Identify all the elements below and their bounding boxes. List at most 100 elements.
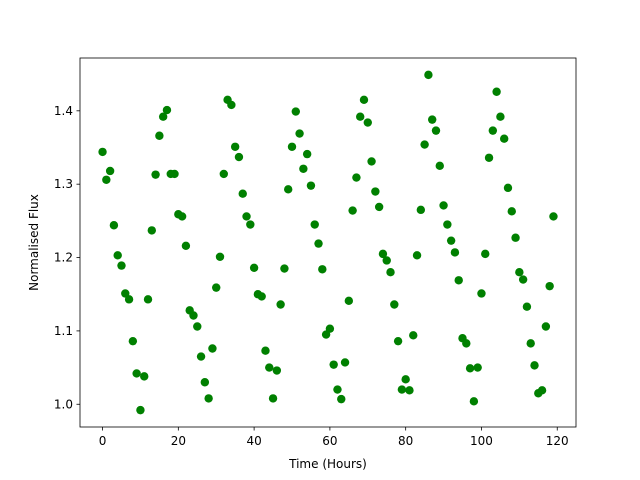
point — [424, 70, 433, 80]
point — [363, 118, 372, 127]
point — [212, 283, 221, 292]
point — [443, 220, 452, 229]
point — [397, 385, 407, 394]
point — [465, 364, 475, 373]
point — [261, 346, 270, 355]
y-axis-label: Normalised Flux — [27, 194, 41, 291]
x-tick-label: 60 — [322, 434, 337, 448]
point — [522, 302, 532, 311]
point — [295, 129, 304, 138]
point — [378, 249, 388, 259]
point — [257, 292, 266, 301]
point — [499, 134, 509, 143]
point — [117, 261, 126, 270]
point — [511, 233, 520, 242]
point — [356, 112, 365, 121]
point — [318, 265, 327, 274]
point — [242, 212, 251, 221]
point — [412, 251, 422, 260]
point — [446, 236, 456, 245]
point — [492, 87, 501, 96]
point — [136, 405, 145, 415]
point — [234, 152, 244, 162]
point — [151, 170, 160, 179]
y-tick-label: 1.2 — [54, 251, 73, 265]
point — [189, 311, 198, 320]
point — [280, 264, 289, 273]
point — [193, 322, 202, 331]
point — [147, 226, 157, 235]
x-axis-label: Time (Hours) — [288, 457, 367, 471]
point — [128, 336, 138, 346]
point — [124, 295, 134, 304]
point — [227, 100, 236, 110]
point — [374, 202, 384, 212]
point — [371, 187, 380, 196]
y-tick-label: 1.1 — [54, 324, 73, 338]
point — [515, 268, 524, 277]
point — [367, 157, 376, 166]
y-tick-label: 1.0 — [54, 397, 73, 411]
point — [359, 95, 369, 105]
point — [530, 361, 539, 370]
x-tick-label: 40 — [246, 434, 261, 448]
point — [488, 126, 498, 135]
point — [306, 181, 316, 190]
point — [382, 256, 391, 265]
x-tick-label: 120 — [546, 434, 569, 448]
point — [329, 360, 338, 369]
point — [208, 344, 217, 353]
point — [428, 115, 437, 124]
point — [401, 375, 410, 384]
point — [344, 296, 354, 306]
point — [302, 149, 312, 159]
point — [393, 336, 403, 346]
point — [526, 339, 535, 348]
point — [162, 105, 172, 115]
point — [481, 249, 490, 259]
point — [249, 263, 259, 273]
point — [541, 322, 551, 331]
point — [325, 324, 335, 333]
point — [98, 147, 107, 157]
point — [386, 268, 395, 277]
point — [265, 363, 274, 372]
point — [314, 239, 323, 248]
point — [507, 207, 516, 216]
point — [473, 363, 482, 372]
point — [469, 397, 479, 406]
point — [431, 126, 441, 135]
point — [439, 201, 448, 210]
point — [337, 394, 346, 404]
point — [352, 173, 361, 182]
point — [435, 161, 444, 171]
point — [132, 369, 141, 378]
point — [537, 386, 547, 395]
point — [420, 140, 429, 149]
point — [155, 131, 164, 140]
point — [518, 275, 528, 284]
point — [409, 331, 418, 340]
x-tick-label: 0 — [99, 434, 107, 448]
point — [287, 142, 297, 151]
point — [140, 372, 149, 381]
point — [238, 189, 247, 198]
point — [196, 352, 206, 361]
point — [219, 169, 228, 179]
point — [310, 220, 319, 229]
point — [333, 385, 342, 394]
point — [405, 386, 414, 395]
point — [545, 281, 554, 291]
point — [177, 212, 187, 221]
point — [454, 276, 463, 285]
point — [268, 394, 278, 403]
y-tick-label: 1.3 — [54, 177, 73, 191]
point — [246, 220, 255, 229]
point — [143, 295, 153, 304]
point — [462, 339, 471, 348]
point — [272, 366, 282, 375]
point — [200, 378, 210, 387]
point — [477, 289, 486, 298]
point — [348, 206, 357, 215]
point — [549, 212, 558, 221]
